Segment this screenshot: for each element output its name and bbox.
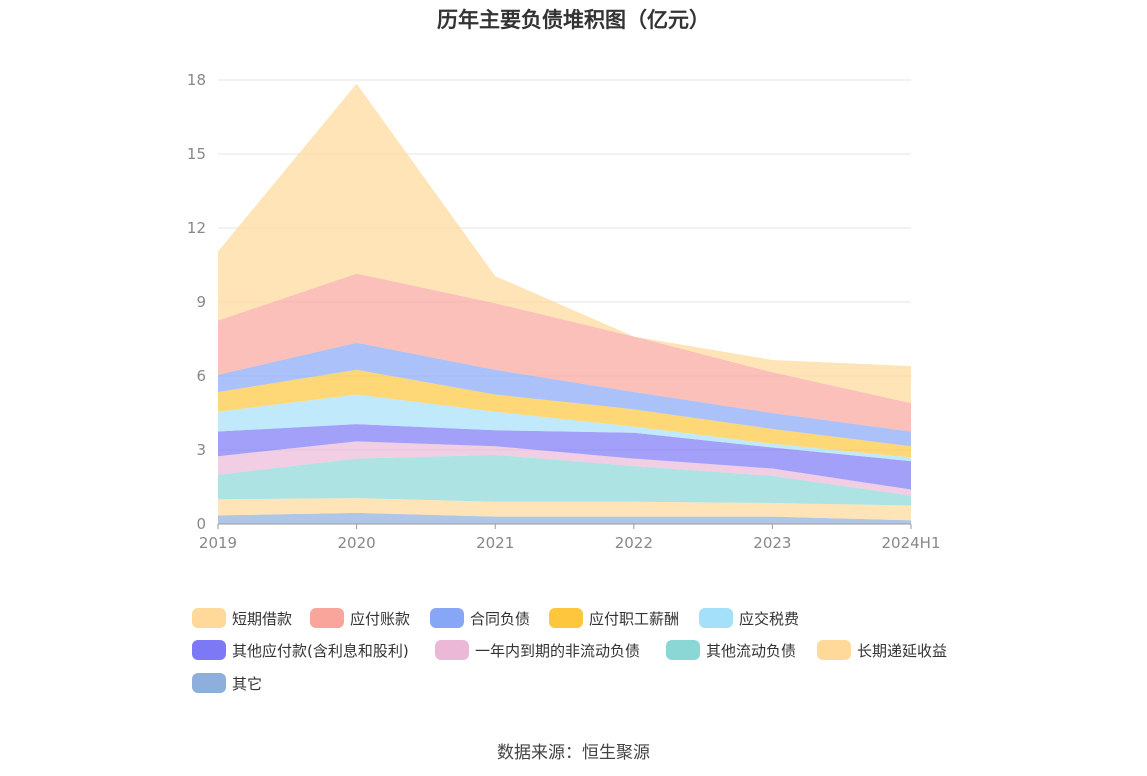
legend-swatch <box>549 608 583 628</box>
area-series-一年内到期的非流动负债[interactable] <box>218 441 911 496</box>
area-series-其它[interactable] <box>218 512 911 524</box>
x-tick-label: 2021 <box>476 534 514 552</box>
area-series-其他应付款(含利息和股利)[interactable] <box>218 424 911 490</box>
x-tick-label: 2019 <box>199 534 237 552</box>
y-tick-label: 9 <box>196 293 206 311</box>
area-series-长期递延收益[interactable] <box>218 498 911 521</box>
legend-swatch <box>699 608 733 628</box>
x-tick-label: 2024H1 <box>882 534 941 552</box>
legend-label: 短期借款 <box>232 609 293 628</box>
legend-item[interactable]: 应付职工薪酬 <box>549 606 679 630</box>
legend-item[interactable]: 应交税费 <box>699 606 799 630</box>
area-series-应交税费[interactable] <box>218 394 911 462</box>
legend-item[interactable]: 合同负债 <box>430 606 530 630</box>
area-series-其他流动负债[interactable] <box>218 454 911 506</box>
legend-item[interactable]: 短期借款 <box>192 606 292 630</box>
legend-swatch <box>192 608 226 628</box>
legend-swatch <box>430 608 464 628</box>
y-tick-label: 6 <box>196 367 206 385</box>
y-tick-label: 18 <box>187 71 206 89</box>
legend-swatch <box>435 640 469 660</box>
legend-label: 应付账款 <box>350 609 411 628</box>
y-tick-label: 3 <box>196 441 206 459</box>
legend-item[interactable]: 其他应付款(含利息和股利) <box>192 638 409 662</box>
legend-label: 合同负债 <box>470 609 531 628</box>
y-tick-label: 15 <box>187 145 206 163</box>
legend-label: 应付职工薪酬 <box>589 609 680 628</box>
legend-item[interactable]: 长期递延收益 <box>817 638 947 662</box>
legend-swatch <box>192 640 226 660</box>
legend-item[interactable]: 其他流动负债 <box>666 638 796 662</box>
x-tick-label: 2020 <box>338 534 376 552</box>
legend-label: 其他流动负债 <box>706 641 797 660</box>
legend-swatch <box>192 673 226 693</box>
area-series-合同负债[interactable] <box>218 342 911 447</box>
area-series-短期借款[interactable] <box>218 83 911 404</box>
x-tick-label: 2022 <box>615 534 653 552</box>
area-series <box>218 83 911 524</box>
legend-item[interactable]: 一年内到期的非流动负债 <box>435 638 640 662</box>
stacked-area-chart: 0 3 6 9 12 15 18 2019 2020 2021 2022 2023 2024H1 <box>187 71 941 552</box>
legend-label: 其它 <box>232 674 263 693</box>
area-series-应付账款[interactable] <box>218 273 911 432</box>
data-source-note: 数据来源：恒生聚源 <box>497 743 650 763</box>
y-tick-label: 12 <box>187 219 206 237</box>
legend-swatch <box>666 640 700 660</box>
legend-swatch <box>817 640 851 660</box>
legend-label: 一年内到期的非流动负债 <box>475 641 641 660</box>
axes: 0 3 6 9 12 15 18 2019 2020 2021 2022 2023 2024H1 <box>187 71 941 552</box>
chart-title: 历年主要负债堆积图（亿元） <box>437 8 710 32</box>
legend-label: 其他应付款(含利息和股利) <box>232 641 409 660</box>
legend-swatch <box>310 608 344 628</box>
legend-label: 长期递延收益 <box>857 641 948 660</box>
y-tick-label: 0 <box>196 515 206 533</box>
legend-item[interactable]: 其它 <box>192 671 262 695</box>
legend-label: 应交税费 <box>739 609 800 628</box>
legend-item[interactable]: 应付账款 <box>310 606 410 630</box>
area-series-应付职工薪酬[interactable] <box>218 369 911 458</box>
x-tick-label: 2023 <box>753 534 791 552</box>
